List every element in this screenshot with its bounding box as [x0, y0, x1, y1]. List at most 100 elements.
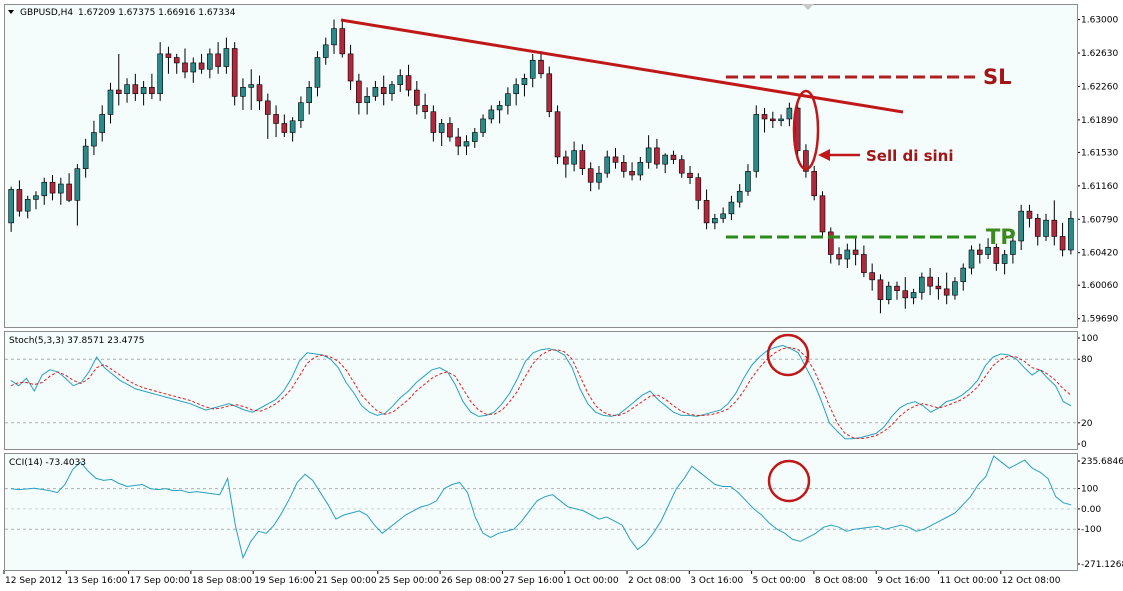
cci-frame [4, 453, 1078, 571]
candle-body [993, 246, 1000, 264]
time-tick-label: 26 Sep 08:00 [441, 576, 501, 586]
candle-series [8, 19, 1074, 314]
symbol-dropdown-icon[interactable] [8, 10, 14, 14]
candle-body [778, 118, 784, 122]
candle-body [720, 213, 726, 219]
candle-body [256, 84, 263, 102]
candle-body [380, 87, 387, 94]
candle-body [678, 159, 685, 174]
candle-body [1068, 218, 1074, 251]
candle-body [157, 53, 163, 94]
candle-body [24, 199, 31, 212]
candle-body [264, 100, 271, 115]
cci-panel[interactable] [4, 453, 1077, 570]
candle-body [861, 254, 867, 273]
candle-body [662, 154, 668, 165]
stoch-axis: 100 80 20 0 [1077, 334, 1098, 450]
candle-body [331, 28, 337, 46]
candle-body [347, 53, 354, 82]
stoch-tick-label: 80 [1081, 355, 1093, 365]
candle-body [405, 75, 412, 91]
candle-body [943, 288, 950, 296]
time-tick-label: 13 Sep 16:00 [67, 576, 127, 586]
stoch-panel[interactable] [4, 331, 1077, 449]
candle-body [298, 102, 304, 122]
candle-body [587, 168, 594, 183]
candle-body [91, 132, 97, 147]
candle-body [58, 183, 64, 194]
price-tick-label: 1.63000 [1081, 16, 1118, 26]
candle-body [786, 107, 793, 120]
candle-body [836, 254, 842, 260]
candle-body [1026, 210, 1033, 219]
time-tick-label: 5 Oct 00:00 [753, 576, 806, 586]
candle-body [471, 132, 478, 142]
candle-body [869, 272, 875, 281]
candle-body [629, 171, 635, 176]
candle-body [736, 190, 743, 203]
candle-body [115, 89, 122, 94]
candle-body [811, 171, 818, 197]
candle-body [753, 114, 760, 172]
candle-body [16, 189, 23, 212]
candle-body [712, 218, 718, 224]
candle-body [165, 53, 172, 58]
ohlc-label: 1.67209 1.67375 1.66916 1.67334 [78, 8, 236, 18]
sl-label: SL [983, 65, 1012, 89]
candle-body [952, 281, 958, 296]
candle-body [976, 249, 983, 255]
signal-line [10, 346, 1072, 440]
candle-body [513, 84, 519, 94]
candle-body [273, 114, 279, 124]
main-line [10, 344, 1072, 440]
candle-body [728, 201, 735, 215]
candle-body [198, 62, 205, 70]
candle-body [620, 162, 627, 172]
time-axis: 12 Sep 2012 13 Sep 16:00 17 Sep 00:00 18 Se… [3, 570, 1061, 586]
candle-body [703, 199, 710, 224]
stoch-series [5, 344, 1076, 440]
time-tick-label: 1 Oct 00:00 [566, 576, 619, 586]
candle-body [339, 28, 346, 55]
candle-body [1034, 218, 1041, 237]
time-tick-label: 25 Sep 00:00 [379, 576, 439, 586]
price-axis: 1.63000 1.62630 1.62260 1.61890 1.61530 1.611… [1077, 16, 1118, 325]
candle-body [422, 105, 428, 113]
candle-body [902, 290, 909, 299]
candle-body [455, 136, 462, 147]
candle-body [745, 171, 751, 192]
candle-body [827, 231, 834, 255]
candle-body [985, 246, 991, 255]
candle-body [231, 48, 238, 97]
cci-tick-label: 0.00 [1081, 505, 1101, 515]
candle-body [521, 77, 528, 85]
candle-body [463, 141, 470, 147]
candle-body [306, 87, 312, 103]
candle-body [389, 84, 395, 94]
candle-body [49, 181, 56, 194]
candle-body [885, 285, 892, 300]
price-tick-label: 1.60790 [1081, 215, 1118, 225]
time-tick-label: 11 Oct 00:00 [940, 576, 999, 586]
candle-body [612, 156, 619, 163]
candle-body [695, 177, 702, 201]
candle-body [852, 249, 859, 255]
price-tick-label: 1.60060 [1081, 281, 1118, 291]
candle-body [927, 276, 933, 287]
stoch-tick-label: 100 [1081, 334, 1098, 344]
trendline[interactable] [340, 18, 904, 114]
price-tick-label: 1.61890 [1081, 116, 1118, 126]
scroll-marker-icon[interactable] [802, 4, 814, 10]
candle-body [397, 75, 404, 85]
stoch-tick-label: 0 [1081, 440, 1087, 450]
candle-body [637, 162, 644, 176]
candle-body [74, 168, 81, 201]
candle-body [372, 87, 379, 97]
candle-body [571, 150, 577, 165]
price-tick-label: 1.61530 [1081, 148, 1118, 158]
candle-body [447, 123, 453, 138]
candle-body [107, 89, 114, 115]
candle-body [596, 172, 602, 183]
candle-body [770, 118, 776, 122]
